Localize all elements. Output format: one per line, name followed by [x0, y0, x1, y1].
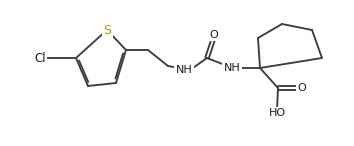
Text: S: S	[103, 24, 111, 36]
Text: O: O	[298, 83, 306, 93]
Text: NH: NH	[224, 63, 240, 73]
Text: Cl: Cl	[34, 52, 46, 65]
Text: O: O	[210, 30, 218, 40]
Text: HO: HO	[268, 108, 286, 118]
Text: NH: NH	[176, 65, 192, 75]
